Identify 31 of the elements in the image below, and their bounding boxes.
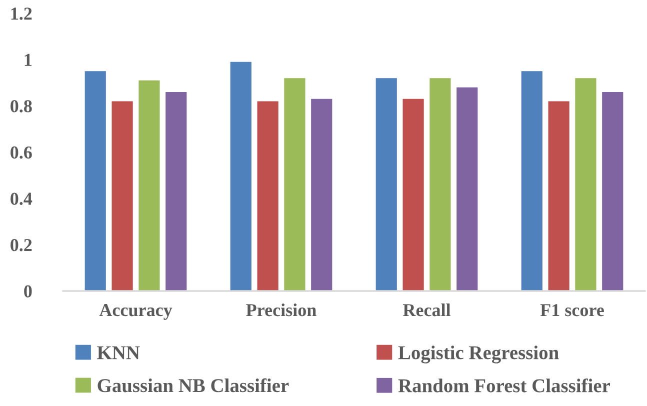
legend-label: KNN [97, 346, 140, 360]
bar [602, 92, 624, 291]
bar [311, 98, 332, 291]
bar [138, 80, 160, 291]
x-tick-label: Recall [402, 304, 451, 316]
legend-label: Gaussian NB Classifier [98, 378, 289, 392]
bar [84, 71, 106, 291]
y-tick-label: 0.8 [10, 100, 32, 112]
bar [376, 78, 397, 291]
y-tick-label: 1 [24, 54, 32, 66]
bar [548, 101, 570, 291]
y-tick-label: 0.4 [10, 192, 32, 205]
legend-label: Logistic Regression [398, 346, 559, 364]
x-tick-label: F1 score [540, 304, 604, 316]
x-tick-label: Accuracy [99, 304, 172, 320]
x-tick-label: Precision [246, 304, 316, 316]
bar [166, 92, 187, 291]
y-tick-label: 0.2 [10, 238, 32, 252]
bar [257, 101, 278, 291]
bar [575, 78, 596, 291]
bar [521, 71, 542, 291]
y-tick-label: 0.6 [10, 146, 32, 159]
y-tick-label: 0 [24, 285, 32, 298]
bar [402, 98, 424, 291]
bar [430, 78, 451, 291]
bar [112, 101, 133, 291]
bar [456, 87, 478, 291]
bar [284, 78, 306, 291]
bar [230, 62, 252, 291]
y-tick-label: 1.2 [11, 8, 32, 20]
legend-label: Random Forest Classifier [398, 378, 610, 392]
